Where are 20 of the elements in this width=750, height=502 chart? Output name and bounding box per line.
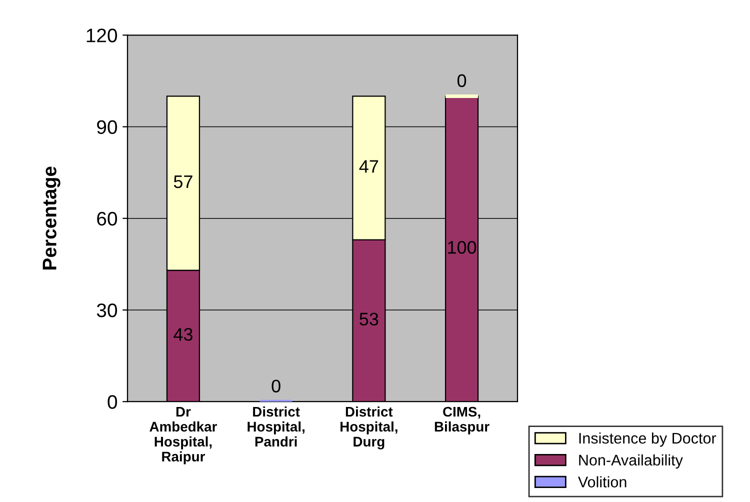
y-tick-label: 0 [108,395,118,409]
x-tick-label: District Hospital, Pandri [248,406,304,447]
data-label: 0 [272,380,280,392]
x-tick-label: District Hospital, Durg [340,406,398,450]
y-tick-label: 120 [86,28,118,42]
x-tick-label: CIMS, Bilaspur [434,406,490,434]
data-label: 100 [448,240,476,254]
y-tick-label: 90 [97,120,118,134]
data-label: 57 [174,176,192,188]
legend-label: Non-Availability [579,454,683,469]
legend-label: Volition [578,476,626,488]
y-tick-label: 60 [97,212,118,226]
x-tick-label: Dr Ambedkar Hospital, Raipur [150,406,217,464]
data-label: 47 [359,160,378,173]
legend-label: Insistence by Doctor [579,432,716,447]
y-tick-label: 30 [96,303,118,318]
data-label: 0 [457,74,466,88]
data-label: 43 [174,328,192,341]
y-axis-title: Percentage [42,166,60,270]
data-label: 53 [360,312,378,326]
